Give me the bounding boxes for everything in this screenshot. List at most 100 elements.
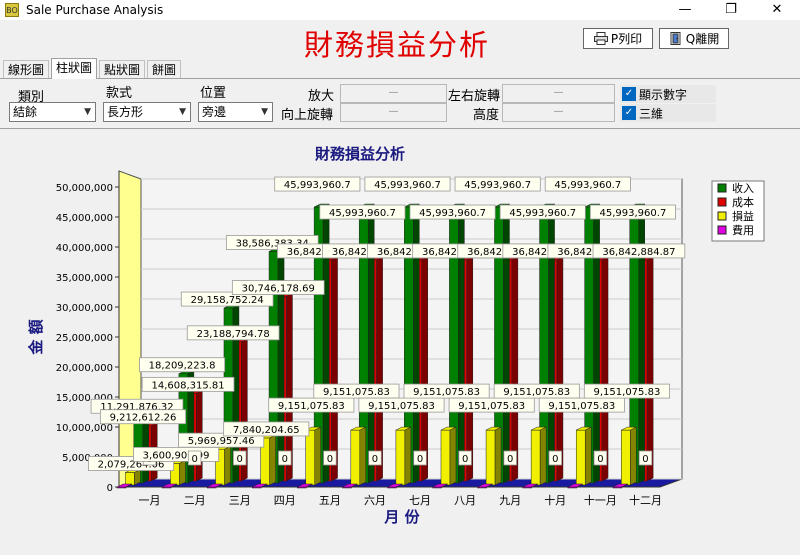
x-tick-label: 十月 bbox=[544, 493, 566, 507]
data-label: 7,840,204.65 bbox=[233, 425, 300, 436]
data-label: 38,586,383.34 bbox=[236, 238, 309, 249]
data-label-bg bbox=[548, 450, 562, 466]
print-button[interactable]: P列印 bbox=[583, 28, 653, 49]
x-tick-label: 三月 bbox=[229, 494, 251, 507]
close-button[interactable]: ✕ bbox=[771, 2, 783, 17]
data-label-bg bbox=[448, 397, 535, 413]
data-label: 23,188,794.78 bbox=[197, 329, 270, 340]
bar-side bbox=[216, 483, 223, 488]
y-tick-label: 15,000,000 bbox=[56, 393, 113, 404]
bar-side bbox=[306, 483, 313, 488]
bar-side bbox=[359, 426, 367, 486]
bar-損益 bbox=[440, 429, 451, 486]
exit-button[interactable]: Q離開 bbox=[659, 28, 729, 49]
data-label-bg bbox=[413, 450, 427, 466]
bar-side bbox=[584, 426, 592, 486]
bar-side bbox=[224, 445, 231, 486]
bar-side bbox=[601, 256, 609, 482]
chart-title: 財務損益分析 bbox=[314, 145, 405, 163]
style-select[interactable]: 長方形 ▼ bbox=[103, 102, 191, 122]
bar-side bbox=[376, 256, 383, 482]
vertical-rotate-label: 向上旋轉 bbox=[281, 108, 334, 123]
report-header: 財務損益分析 P列印 Q離開 bbox=[0, 20, 800, 62]
y-tick-label: 30,000,000 bbox=[56, 303, 113, 314]
bar-side bbox=[621, 483, 629, 488]
y-tick-label: 10,000,000 bbox=[56, 423, 113, 434]
checkmark-icon: ✓ bbox=[622, 106, 636, 120]
three-d-checkbox[interactable]: ✓ 三維 bbox=[620, 104, 716, 122]
data-label-bg bbox=[593, 450, 608, 466]
data-label: 29,158,752.24 bbox=[191, 295, 264, 306]
data-label-bg bbox=[141, 376, 235, 392]
height-label: 高度 bbox=[473, 108, 500, 123]
bar-side bbox=[134, 469, 141, 486]
chevron-down-icon: ▼ bbox=[84, 107, 91, 117]
bar-side bbox=[441, 483, 448, 488]
data-label: 9,151,075.83 bbox=[413, 387, 480, 398]
data-label: 45,993,960.7 bbox=[284, 180, 351, 191]
x-tick-label: 二月 bbox=[184, 494, 206, 507]
bar-損益 bbox=[485, 429, 496, 486]
tab-pie-chart[interactable]: 餅圖 bbox=[147, 60, 182, 78]
legend-swatch bbox=[717, 225, 727, 235]
data-label-bg bbox=[368, 450, 382, 466]
bar-損益 bbox=[305, 429, 315, 486]
data-label-bg bbox=[319, 204, 406, 220]
data-label-bg bbox=[100, 409, 186, 425]
maximize-button[interactable]: ❐ bbox=[725, 2, 737, 17]
tab-dot-chart[interactable]: 點狀圖 bbox=[99, 60, 146, 78]
tab-bar-chart[interactable]: 柱狀圖 bbox=[51, 58, 98, 79]
bar-side bbox=[421, 256, 428, 482]
tab-line-chart[interactable]: 線形圖 bbox=[3, 60, 50, 78]
data-label-bg bbox=[187, 450, 202, 466]
data-label: 45,993,960.7 bbox=[374, 180, 441, 191]
bar-side bbox=[170, 483, 178, 488]
data-label: 2,079,264.06 bbox=[98, 460, 165, 471]
x-tick-label: 一月 bbox=[139, 494, 161, 507]
horizontal-rotate-slider[interactable]: — bbox=[502, 84, 615, 103]
bar-side bbox=[511, 256, 519, 482]
data-label: 45,993,960.7 bbox=[554, 180, 621, 191]
legend-swatch bbox=[717, 197, 727, 207]
y-tick-label: 40,000,000 bbox=[56, 243, 113, 254]
data-label-bg bbox=[493, 383, 580, 399]
style-select-value: 長方形 bbox=[107, 105, 144, 119]
bar-side bbox=[269, 434, 276, 486]
horizontal-rotate-label: 左右旋轉 bbox=[448, 89, 501, 104]
y-tick-label: 5,000,000 bbox=[62, 453, 113, 464]
chart-area: 財務損益分析 0 5,000,000 10,000,000 15,000,000 20,0… bbox=[0, 128, 800, 552]
zoom-slider[interactable]: — bbox=[340, 84, 447, 103]
height-slider[interactable]: — bbox=[502, 103, 615, 122]
data-label: 9,151,075.83 bbox=[594, 387, 661, 398]
show-numbers-label: 顯示數字 bbox=[639, 87, 688, 102]
data-label-bg bbox=[223, 421, 310, 437]
bar-損益 bbox=[395, 429, 406, 486]
legend-swatch bbox=[717, 183, 727, 193]
data-label: 0 bbox=[237, 454, 243, 465]
data-label-bg bbox=[274, 176, 361, 192]
three-d-label: 三維 bbox=[639, 106, 664, 121]
data-label: 0 bbox=[417, 454, 423, 465]
legend-label: 收入 bbox=[732, 181, 754, 195]
minimize-button[interactable]: — bbox=[678, 2, 692, 17]
bar-chart: 財務損益分析 0 5,000,000 10,000,000 15,000,000 20,0… bbox=[27, 145, 765, 526]
data-label-bg bbox=[180, 291, 274, 307]
x-tick-label: 十一月 bbox=[584, 493, 617, 507]
vertical-rotate-slider[interactable]: — bbox=[340, 103, 447, 122]
x-tick-label: 五月 bbox=[319, 494, 341, 507]
bar-side bbox=[396, 483, 403, 488]
data-label: 45,993,960.7 bbox=[329, 208, 396, 219]
show-numbers-checkbox[interactable]: ✓ 顯示數字 bbox=[620, 85, 716, 103]
app-icon: BO bbox=[5, 3, 19, 17]
position-select[interactable]: 旁邊 ▼ bbox=[198, 102, 273, 122]
bar-side bbox=[466, 256, 474, 482]
chevron-down-icon: ▼ bbox=[261, 107, 268, 117]
data-label: 9,151,075.83 bbox=[278, 401, 345, 412]
bar-side bbox=[556, 256, 564, 482]
data-label: 45,993,960.7 bbox=[464, 180, 531, 191]
position-label: 位置 bbox=[200, 86, 227, 101]
category-select[interactable]: 結餘 ▼ bbox=[9, 102, 96, 122]
data-label: 0 bbox=[282, 454, 288, 465]
data-label: 9,212,612.26 bbox=[110, 413, 177, 424]
legend-label: 費用 bbox=[732, 223, 754, 237]
